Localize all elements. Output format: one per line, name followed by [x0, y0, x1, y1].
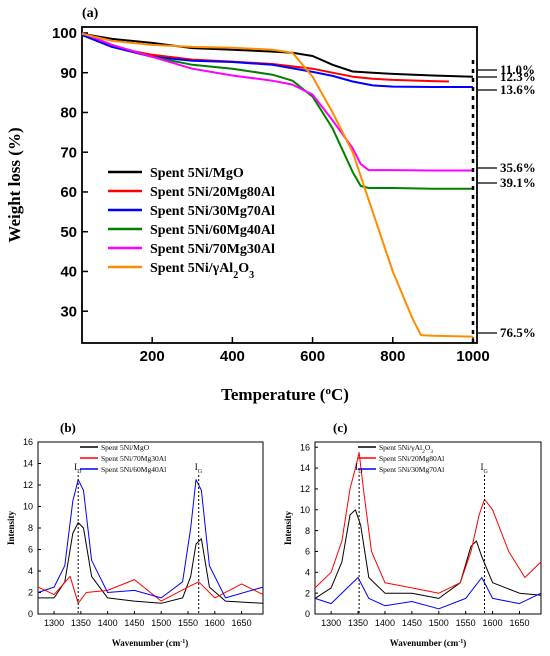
- x-tick-label: 1600: [483, 618, 503, 628]
- series-line-spent-5ni-30mg70al: [314, 577, 542, 610]
- y-tick-label: 0: [305, 609, 310, 619]
- panel-a-frame: [81, 26, 478, 344]
- panel-a: (a) 200 400 600 800 1000 30 40 50 60 70 80 90 100 Sp…: [5, 6, 536, 404]
- y-tick-label: 40: [60, 264, 77, 281]
- peak-label-id: ID: [74, 462, 82, 475]
- annotation-weight-loss: 12.3%: [500, 69, 536, 84]
- legend-label-spent-5ni-70mg30al: Spent 5Ni/70Mg30Al: [101, 454, 166, 463]
- series-line-spent-5ni-20mg80al: [314, 451, 542, 594]
- panel-a-annotations: 11.0%12.3%13.6% 35.6%39.1% 76.5%: [471, 60, 536, 345]
- panel-b-label: (b): [60, 420, 76, 435]
- peak-label-id: ID: [355, 462, 363, 475]
- x-tick-label: 1000: [456, 348, 489, 365]
- peak-label-ig: IG: [481, 462, 489, 475]
- y-tick-label: 60: [60, 184, 77, 201]
- y-tick-label: 0: [28, 609, 33, 619]
- legend-label-spent-5ni-al2o3: Spent 5Ni/γAl2O3: [150, 261, 254, 281]
- panel-a-ylabel: Weight loss (%): [5, 127, 24, 242]
- y-tick-label: 4: [305, 567, 310, 577]
- panel-a-xlabel: Temperature (oC): [221, 385, 349, 404]
- x-tick-label: 1550: [456, 618, 476, 628]
- legend-label-spent-5ni-mgo: Spent 5Ni/MgO: [150, 166, 244, 181]
- y-tick-label: 16: [23, 437, 33, 447]
- x-tick-label: 1450: [402, 618, 422, 628]
- y-tick-label: 14: [300, 463, 310, 473]
- series-line-spent-5ni-60mg40al: [81, 32, 473, 190]
- annotation-weight-loss: 35.6%: [500, 160, 536, 175]
- legend-label-spent-5ni-mgo: Spent 5Ni/MgO: [101, 443, 150, 452]
- series-line-spent-5ni-20mg80al: [81, 33, 449, 83]
- x-tick-label: 600: [300, 348, 325, 365]
- series-line-spent-5ni-mgo: [81, 32, 474, 78]
- annotation-weight-loss: 76.5%: [500, 325, 536, 340]
- x-tick-label: 1400: [375, 618, 395, 628]
- y-tick-label: 14: [23, 459, 33, 469]
- series-line-spent-5ni-al2o3: [314, 509, 542, 599]
- y-tick-label: 8: [28, 523, 33, 533]
- annotation-weight-loss: 13.6%: [500, 82, 536, 97]
- panel-a-legend: Spent 5Ni/MgO Spent 5Ni/20Mg80Al Spent 5Ni…: [108, 166, 275, 281]
- y-tick-label: 6: [305, 547, 310, 557]
- y-tick-label: 12: [300, 484, 310, 494]
- y-tick-label: 30: [60, 303, 77, 320]
- annotation-weight-loss: 11.0%: [500, 62, 535, 77]
- x-tick-label: 400: [220, 348, 245, 365]
- panel-b: (b) 1300 1350 1400 1450 1500 1550 1600 1650 0 2 4 6…: [6, 420, 264, 648]
- legend-label-spent-5ni-20mg80al: Spent 5Ni/20Mg80Al: [379, 454, 444, 463]
- x-tick-label: 1450: [124, 618, 144, 628]
- series-line-spent-5ni-al2o3: [81, 32, 474, 338]
- y-tick-label: 50: [60, 224, 77, 241]
- y-tick-label: 12: [23, 480, 33, 490]
- y-tick-label: 2: [28, 588, 33, 598]
- legend-label-spent-5ni-30mg70al: Spent 5Ni/30Mg70Al: [379, 465, 444, 474]
- x-tick-label: 1650: [509, 618, 529, 628]
- panel-a-label: (a): [82, 6, 99, 21]
- legend-label-spent-5ni-al2o3: Spent 5Ni/γAl2O3: [379, 443, 433, 455]
- x-tick-label: 1600: [205, 618, 225, 628]
- y-tick-label: 16: [300, 442, 310, 452]
- x-tick-label: 1350: [348, 618, 368, 628]
- x-tick-label: 1500: [429, 618, 449, 628]
- x-tick-label: 1300: [321, 618, 341, 628]
- y-tick-label: 2: [305, 588, 310, 598]
- panel-b-ylabel: Intensity: [6, 511, 16, 546]
- x-tick-label: 1300: [44, 618, 64, 628]
- peak-label-ig: IG: [195, 462, 203, 475]
- x-tick-label: 1350: [71, 618, 91, 628]
- panel-b-xlabel: Wavenumber (cm-1): [112, 638, 189, 648]
- x-tick-label: 1550: [178, 618, 198, 628]
- y-tick-label: 70: [60, 144, 77, 161]
- y-tick-label: 6: [28, 545, 33, 555]
- panel-c-xlabel: Wavenumber (cm-1): [390, 638, 467, 648]
- y-tick-label: 8: [305, 526, 310, 536]
- panel-b-legend: Spent 5Ni/MgO Spent 5Ni/70Mg30Al Spent 5Ni…: [80, 443, 166, 474]
- x-tick-label: 800: [380, 348, 405, 365]
- x-tick-label: 1400: [98, 618, 118, 628]
- legend-label-spent-5ni-70mg30al: Spent 5Ni/70Mg30Al: [150, 242, 275, 257]
- legend-label-spent-5ni-30mg70al: Spent 5Ni/30Mg70Al: [150, 204, 275, 219]
- panel-c-frame: [314, 441, 542, 615]
- annotation-weight-loss: 39.1%: [500, 175, 536, 190]
- panel-c-ylabel: Intensity: [283, 511, 293, 546]
- legend-label-spent-5ni-60mg40al: Spent 5Ni/60Mg40Al: [150, 223, 275, 238]
- legend-label-spent-5ni-60mg40al: Spent 5Ni/60Mg40Al: [101, 465, 166, 474]
- y-tick-label: 4: [28, 566, 33, 576]
- panel-c-label: (c): [333, 420, 347, 435]
- x-tick-label: 1650: [232, 618, 252, 628]
- series-line-spent-5ni-mgo: [38, 522, 264, 604]
- y-tick-label: 10: [23, 502, 33, 512]
- y-tick-label: 10: [300, 505, 310, 515]
- panel-c: (c) 1300 1350 1400 1450 1500 1550 1600 1650 0 2 4 6…: [283, 420, 542, 648]
- series-line-spent-5ni-60mg40al: [37, 479, 264, 599]
- x-tick-label: 200: [140, 348, 165, 365]
- y-tick-label: 90: [60, 65, 77, 82]
- legend-label-spent-5ni-20mg80al: Spent 5Ni/20Mg80Al: [150, 185, 275, 200]
- series-line-spent-5ni-70mg30al: [81, 32, 473, 172]
- series-line-spent-5ni-70mg30al: [37, 575, 264, 604]
- y-tick-label: 80: [60, 105, 77, 122]
- y-tick-label: 100: [52, 25, 77, 42]
- x-tick-label: 1500: [151, 618, 171, 628]
